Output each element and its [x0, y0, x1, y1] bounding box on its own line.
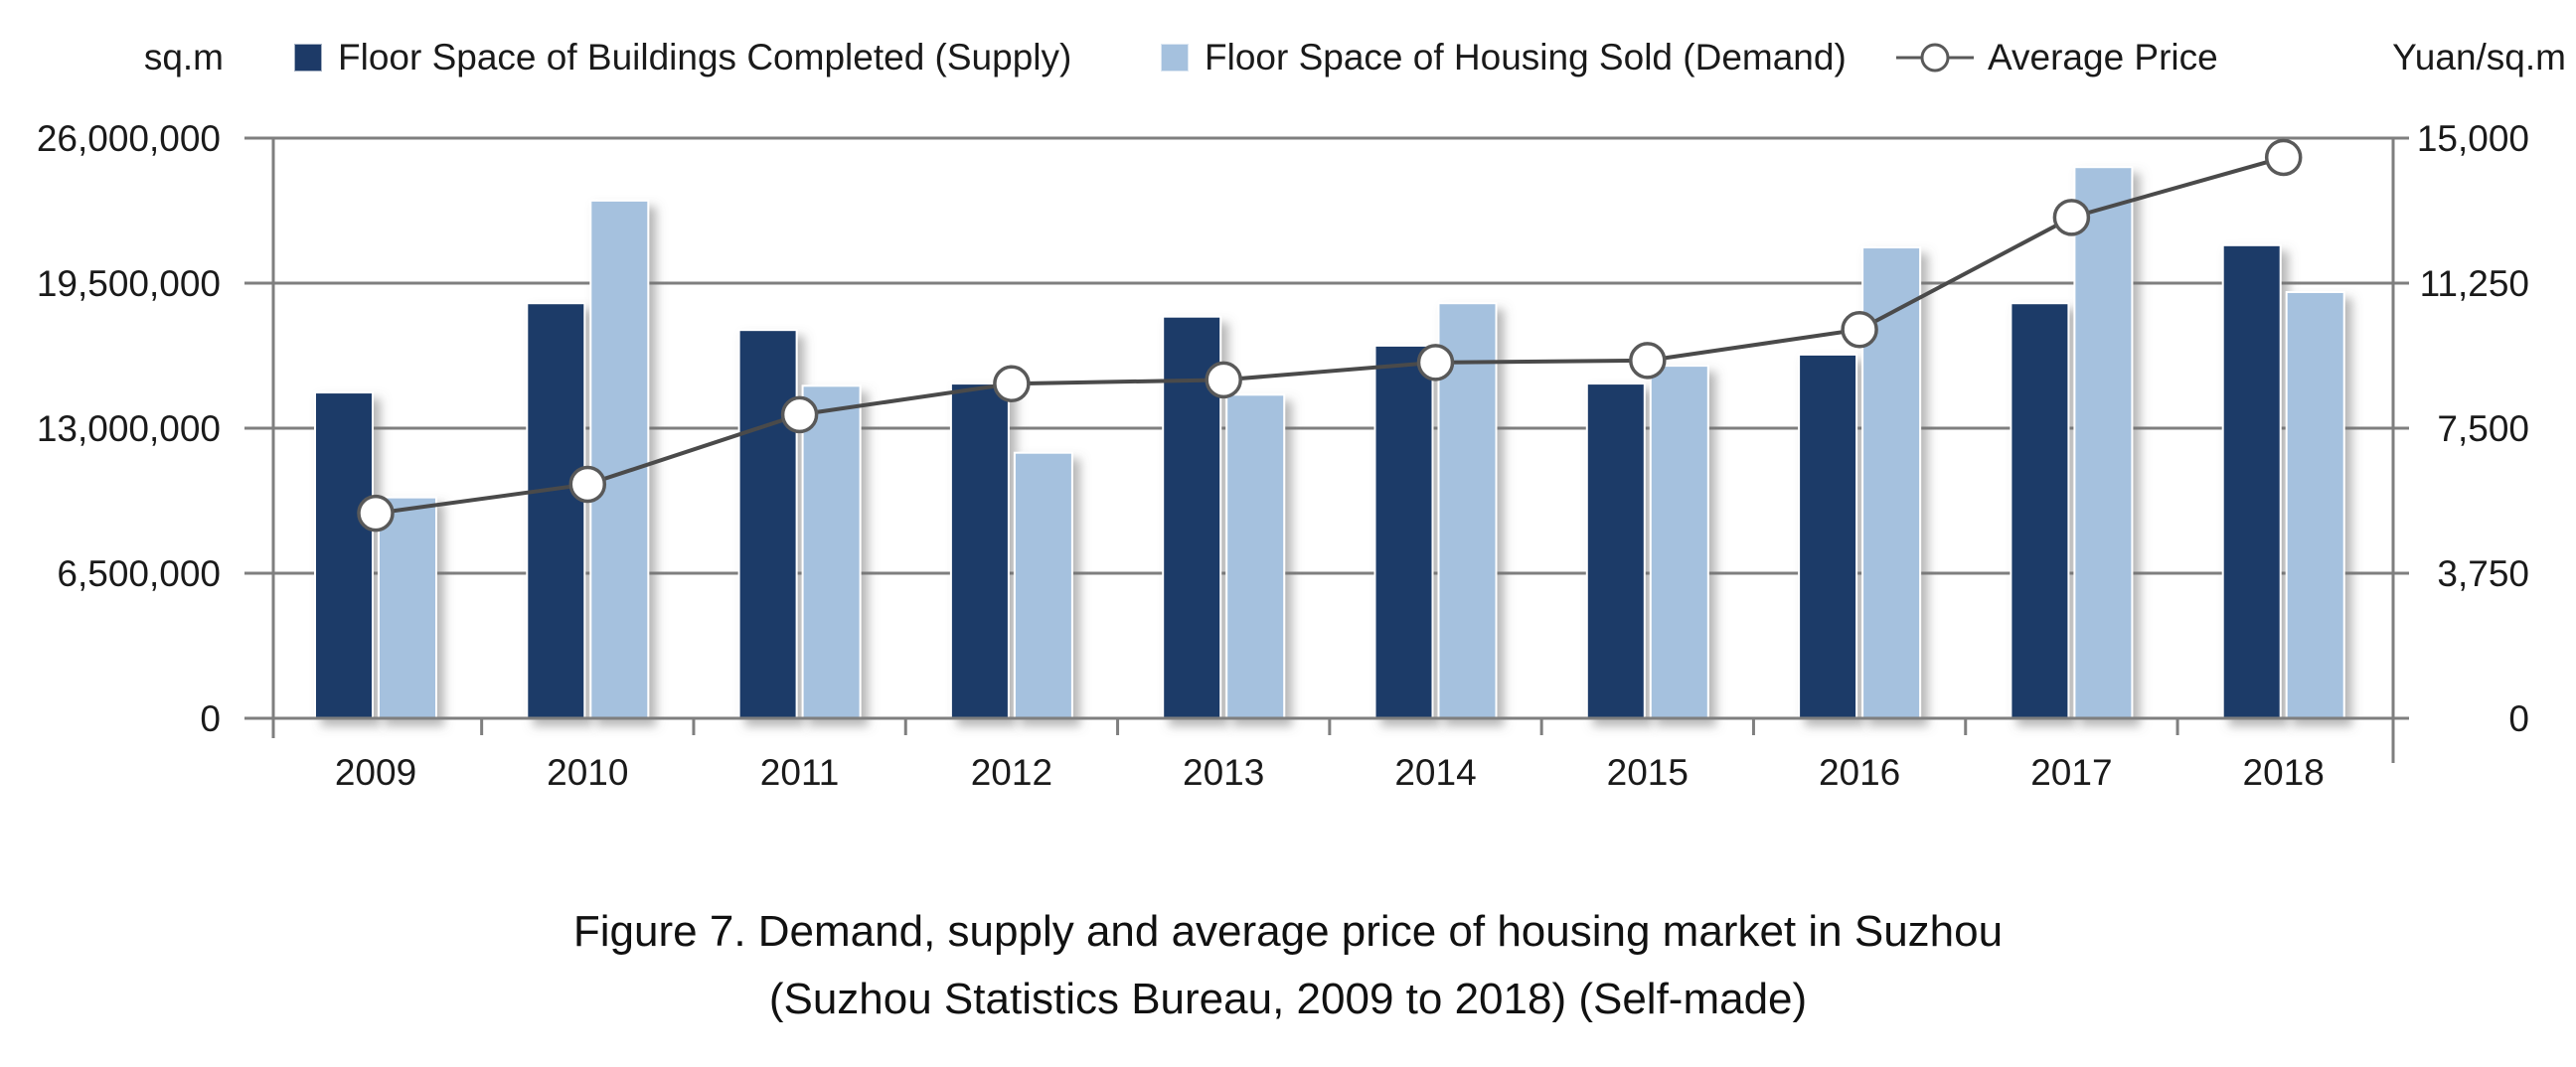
price-marker-2016	[1841, 310, 1878, 349]
right-axis-tick-label: 3,750	[2437, 553, 2529, 594]
demand-bar-2013	[1225, 393, 1286, 719]
left-axis-tick-label: 26,000,000	[37, 118, 221, 159]
x-axis-year-label: 2014	[1394, 752, 1476, 793]
plot-area: 0 0 6,500,000 3,750 13,000,000 7,500 19,500,00…	[37, 118, 2529, 793]
supply-bar-2011	[737, 329, 798, 719]
right-axis-tick-label: 0	[2508, 698, 2529, 739]
x-axis-year-label: 2018	[2243, 752, 2325, 793]
right-axis-tick-label: 11,250	[2420, 263, 2529, 304]
price-marker-2018	[2264, 138, 2303, 177]
legend-item-supply: Floor Space of Buildings Completed (Supp…	[294, 36, 1071, 79]
supply-bar-2016	[1798, 353, 1858, 719]
right-axis-tick-label: 15,000	[2417, 118, 2529, 159]
price-marker-icon	[1896, 43, 1974, 73]
right-axis-unit-label: Yuan/sq.m	[2392, 37, 2566, 77]
supply-swatch-icon	[294, 44, 322, 72]
legend-label-supply: Floor Space of Buildings Completed (Supp…	[338, 37, 1072, 77]
supply-bar-2015	[1585, 382, 1646, 719]
caption-line-2: (Suzhou Statistics Bureau, 2009 to 2018)…	[768, 975, 1808, 1023]
caption-line-1: Figure 7. Demand, supply and average pri…	[572, 907, 2004, 956]
x-axis-year-label: 2010	[547, 752, 628, 793]
supply-bar-2012	[949, 382, 1010, 719]
supply-bar-2018	[2221, 243, 2282, 719]
demand-bar-2012	[1013, 451, 1073, 719]
price-marker-2010	[568, 465, 607, 504]
price-marker-2014	[1416, 344, 1455, 381]
legend-label-demand: Floor Space of Housing Sold (Demand)	[1205, 37, 1847, 77]
price-marker-2011	[780, 395, 819, 434]
demand-bar-2010	[589, 199, 650, 719]
x-axis-year-label: 2017	[2030, 752, 2112, 793]
price-marker-2017	[2052, 199, 2091, 236]
legend-item-average-price: Average Price	[1896, 36, 2218, 79]
demand-bar-2011	[801, 384, 862, 719]
supply-bar-2014	[1373, 344, 1434, 719]
supply-bar-2009	[314, 391, 374, 719]
demand-bar-2009	[378, 496, 437, 719]
x-axis-year-label: 2009	[335, 752, 416, 793]
right-axis-tick-label: 7,500	[2437, 408, 2529, 449]
price-marker-2013	[1205, 361, 1242, 399]
x-axis-year-label: 2011	[760, 752, 840, 793]
demand-bar-2015	[1649, 365, 1709, 719]
left-axis-tick-label: 6,500,000	[57, 553, 221, 594]
x-axis-year-label: 2013	[1183, 752, 1264, 793]
left-axis-unit-label: sq.m	[143, 37, 224, 77]
price-marker-2012	[993, 365, 1031, 402]
price-marker-2015	[1629, 342, 1667, 380]
x-axis-year-label: 2012	[971, 752, 1052, 793]
left-axis-tick-label: 0	[200, 698, 221, 739]
demand-swatch-icon	[1161, 44, 1189, 72]
supply-bar-2017	[2010, 302, 2070, 719]
x-axis-year-label: 2015	[1607, 752, 1689, 793]
legend-item-demand: Floor Space of Housing Sold (Demand)	[1161, 36, 1847, 79]
x-axis-year-label: 2016	[1819, 752, 1900, 793]
left-axis-tick-label: 13,000,000	[37, 408, 221, 449]
supply-bar-2010	[526, 302, 586, 719]
left-axis-tick-label: 19,500,000	[37, 263, 221, 304]
average-price-line	[375, 155, 2285, 516]
price-marker-2009	[357, 494, 395, 533]
demand-bar-2018	[2285, 290, 2345, 719]
legend-label-average-price: Average Price	[1988, 37, 2218, 77]
demand-bar-2017	[2073, 166, 2134, 719]
